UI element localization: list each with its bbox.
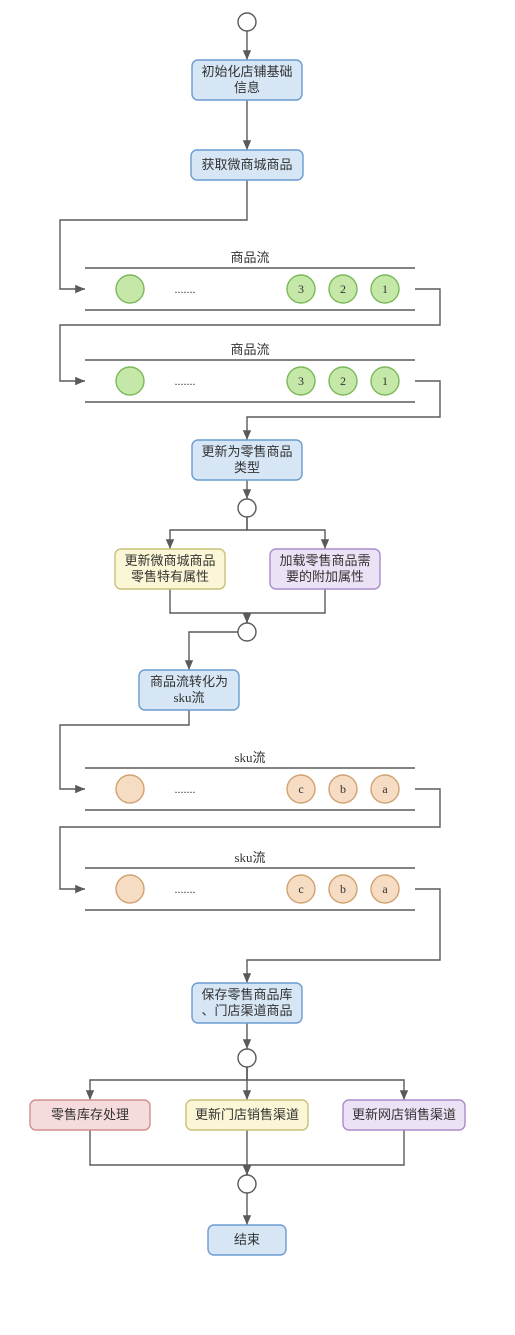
node-n5-line-0: 加载零售商品需 [279, 553, 370, 568]
node-n5-line-1: 要的附加属性 [286, 569, 364, 584]
node-n2: 获取微商城商品 [191, 150, 303, 180]
node-n5: 加载零售商品需要的附加属性 [270, 549, 380, 589]
pipe-pipe4-dots: ....... [175, 882, 196, 896]
pipe-pipe4-item-blank [116, 875, 144, 903]
node-n11: 结束 [208, 1225, 286, 1255]
pipe-pipe4-item-1-label: b [340, 882, 346, 896]
pipe-pipe4-item-2-label: a [382, 882, 388, 896]
edge-10 [189, 632, 238, 670]
pipe-pipe3-dots: ....... [175, 782, 196, 796]
edge-18 [90, 1130, 247, 1175]
edge-9 [247, 589, 325, 623]
pipe-pipe3-title: sku流 [234, 750, 265, 765]
node-n1: 初始化店铺基础信息 [192, 60, 302, 100]
node-n4-line-1: 零售特有属性 [131, 569, 209, 584]
pipe-pipe2-dots: ....... [175, 374, 196, 388]
node-start [238, 13, 256, 31]
edge-2 [60, 180, 247, 289]
node-n4-line-0: 更新微商城商品 [124, 553, 215, 568]
node-n8-line-0: 零售库存处理 [51, 1107, 129, 1122]
node-n9: 更新门店销售渠道 [186, 1100, 308, 1130]
pipe-pipe4-title: sku流 [234, 850, 265, 865]
pipe-pipe1-item-0-label: 3 [298, 282, 304, 296]
node-n6-line-1: sku流 [173, 690, 204, 705]
pipe-pipe1-dots: ....... [175, 282, 196, 296]
edge-15 [90, 1067, 247, 1100]
node-n8: 零售库存处理 [30, 1100, 150, 1130]
pipe-pipe2-item-blank [116, 367, 144, 395]
pipe-pipe1-title: 商品流 [230, 250, 269, 265]
node-gw1 [238, 499, 256, 517]
node-n11-line-0: 结束 [234, 1232, 260, 1247]
pipe-pipe2-item-2-label: 1 [382, 374, 388, 388]
node-gw2 [238, 623, 256, 641]
node-n3-line-1: 类型 [234, 460, 260, 475]
pipe-pipe2-title: 商品流 [230, 342, 269, 357]
node-n7: 保存零售商品库、门店渠道商品 [192, 983, 302, 1023]
pipe-pipe3-item-0-label: c [298, 782, 303, 796]
pipe-pipe4-item-0-label: c [298, 882, 303, 896]
pipe-pipe3: sku流....... c b a [85, 750, 415, 810]
pipe-pipe3-item-1-label: b [340, 782, 346, 796]
edge-20 [247, 1130, 404, 1175]
node-n3: 更新为零售商品类型 [192, 440, 302, 480]
node-n6: 商品流转化为sku流 [139, 670, 239, 710]
node-gw4 [238, 1175, 256, 1193]
node-n1-line-0: 初始化店铺基础 [201, 64, 292, 79]
pipe-pipe3-item-2-label: a [382, 782, 388, 796]
flowchart-diagram: 初始化店铺基础信息获取微商城商品商品流....... 3 2 1 商品流....... 3… [0, 0, 515, 1335]
pipe-pipe3-item-blank [116, 775, 144, 803]
edge-8 [170, 589, 247, 623]
pipe-pipe2-item-1-label: 2 [340, 374, 346, 388]
pipe-pipe1: 商品流....... 3 2 1 [85, 250, 415, 310]
edge-17 [247, 1067, 404, 1100]
pipe-pipe2: 商品流....... 3 2 1 [85, 342, 415, 402]
pipe-pipe2-item-0-label: 3 [298, 374, 304, 388]
node-n10-line-0: 更新网店销售渠道 [352, 1107, 456, 1122]
node-n4: 更新微商城商品零售特有属性 [115, 549, 225, 589]
pipe-pipe1-item-blank [116, 275, 144, 303]
node-n10: 更新网店销售渠道 [343, 1100, 465, 1130]
node-n6-line-0: 商品流转化为 [150, 674, 228, 689]
edge-7 [247, 517, 325, 549]
edge-12 [60, 789, 440, 889]
edge-6 [170, 517, 247, 549]
node-n2-line-0: 获取微商城商品 [201, 157, 292, 172]
node-n7-line-1: 、门店渠道商品 [201, 1003, 292, 1018]
pipe-pipe4: sku流....... c b a [85, 850, 415, 910]
node-n7-line-0: 保存零售商品库 [201, 987, 292, 1002]
node-n1-line-1: 信息 [234, 80, 260, 95]
pipe-pipe1-item-1-label: 2 [340, 282, 346, 296]
node-n9-line-0: 更新门店销售渠道 [195, 1107, 299, 1122]
pipe-pipe1-item-2-label: 1 [382, 282, 388, 296]
node-gw3 [238, 1049, 256, 1067]
node-n3-line-0: 更新为零售商品 [201, 444, 292, 459]
